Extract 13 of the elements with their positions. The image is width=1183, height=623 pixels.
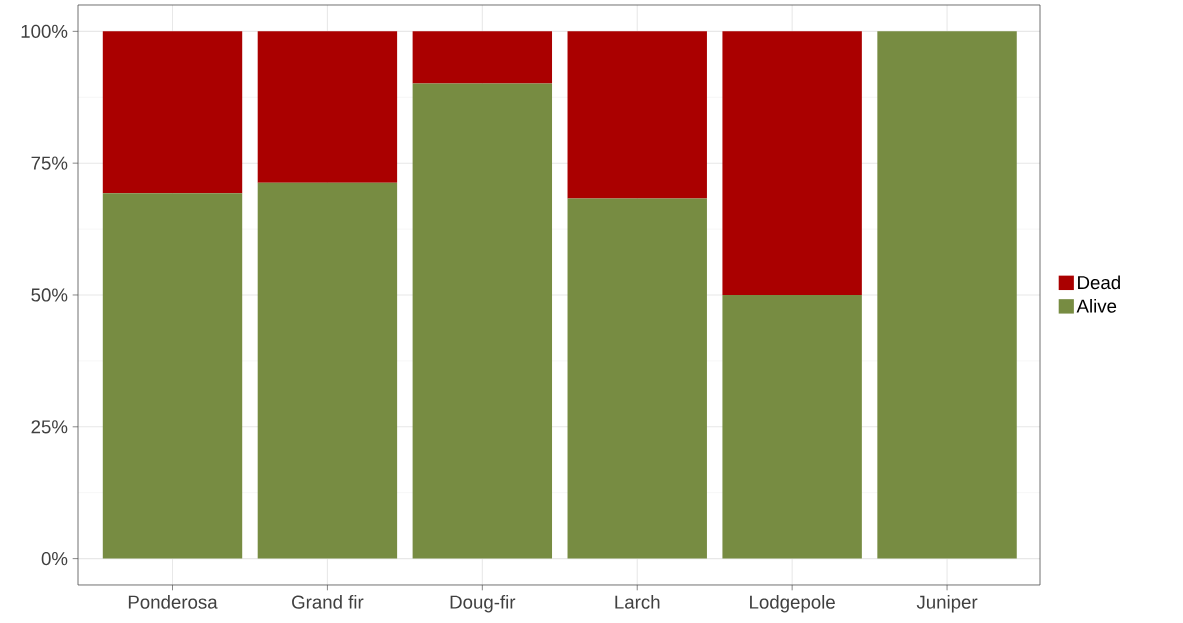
y-tick-label: 50% — [31, 288, 68, 302]
x-tick-label: Juniper — [916, 595, 978, 613]
legend-label: Alive — [1076, 298, 1117, 313]
y-tick-label: 75% — [31, 156, 68, 170]
y-tick-label: 100% — [21, 24, 68, 38]
x-tick-label: Doug-fir — [450, 595, 516, 613]
y-tick-label: 0% — [41, 552, 68, 566]
x-tick-label: Larch — [615, 595, 660, 609]
x-tick-label: Grand fir — [292, 595, 364, 609]
legend-label: Dead — [1078, 275, 1120, 290]
x-tick-label: Ponderosa — [128, 595, 218, 609]
x-tick-label: Lodgepole — [750, 595, 835, 613]
y-tick-label: 25% — [31, 420, 68, 434]
